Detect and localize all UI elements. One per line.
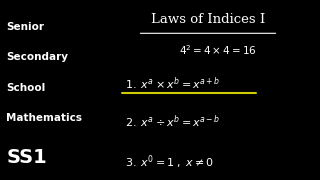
Text: Senior: Senior	[6, 22, 44, 32]
Text: $3.\; x^0 = 1\;,\; x \neq 0$: $3.\; x^0 = 1\;,\; x \neq 0$	[125, 153, 214, 171]
Text: Secondary: Secondary	[6, 52, 68, 62]
Text: Mathematics: Mathematics	[6, 113, 83, 123]
Text: $1.\; x^a \times x^b = x^{a+b}$: $1.\; x^a \times x^b = x^{a+b}$	[125, 76, 220, 92]
Text: $4^2 = 4 \times 4 = 16$: $4^2 = 4 \times 4 = 16$	[179, 43, 256, 57]
Text: School: School	[6, 83, 46, 93]
Text: Laws of Indices I: Laws of Indices I	[151, 13, 265, 26]
Text: $2.\; x^a \div x^b = x^{a-b}$: $2.\; x^a \div x^b = x^{a-b}$	[125, 113, 220, 130]
Text: SS1: SS1	[6, 148, 47, 167]
